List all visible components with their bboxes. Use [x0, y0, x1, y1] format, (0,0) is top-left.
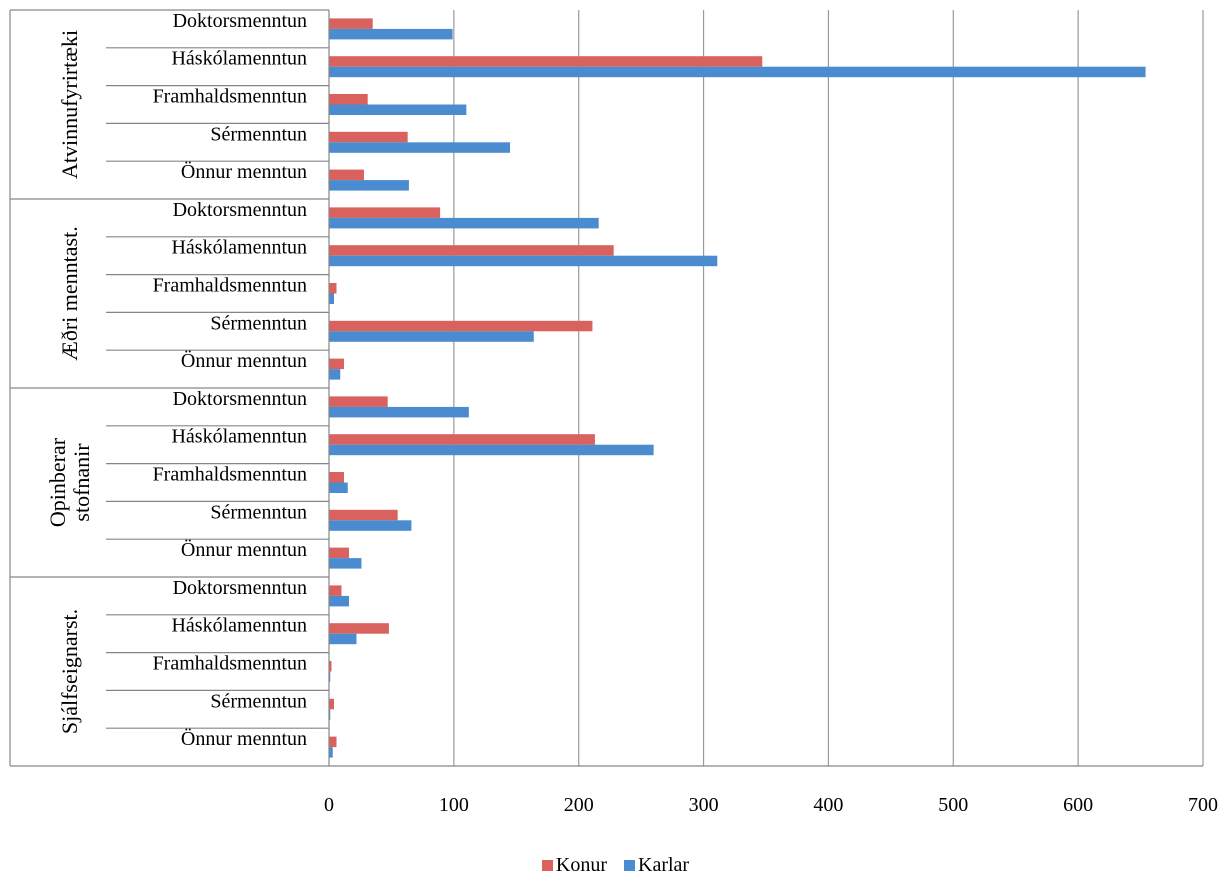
category-label: Doktorsmenntun: [173, 199, 307, 221]
legend: Konur Karlar: [0, 854, 1231, 877]
category-label: Doktorsmenntun: [173, 10, 307, 32]
bar-konur: [329, 472, 344, 483]
bar-karlar: [329, 331, 534, 342]
bar-karlar: [329, 747, 333, 758]
category-label: Sérmenntun: [210, 501, 307, 523]
bar-karlar: [329, 444, 654, 456]
bar-karlar: [329, 709, 331, 720]
bar-karlar: [329, 255, 718, 267]
legend-label-konur: Konur: [555, 854, 608, 876]
category-label: Önnur menntun: [181, 349, 307, 372]
bar-konur: [329, 131, 408, 143]
x-tick-label-0: 0: [324, 794, 334, 816]
bar-konur: [329, 169, 364, 181]
bar-konur: [329, 207, 441, 218]
category-label: Sérmenntun: [210, 690, 307, 712]
group-label: stofnanir: [69, 443, 94, 522]
legend-swatch-karlar: [624, 860, 636, 871]
x-tick-label-600: 600: [1063, 794, 1093, 816]
bars: [329, 18, 1146, 758]
bar-karlar: [329, 671, 331, 682]
bar-konur: [329, 698, 334, 710]
bar-konur: [329, 736, 337, 748]
x-tick-label-300: 300: [689, 794, 719, 816]
bar-konur: [329, 434, 595, 445]
legend-item-konur: Konur: [541, 854, 608, 877]
bar-konur: [329, 547, 349, 559]
bar-karlar: [329, 595, 349, 607]
category-label: Framhaldsmenntun: [153, 464, 307, 486]
bar-konur: [329, 245, 614, 256]
bar-karlar: [329, 66, 1146, 78]
bar-karlar: [329, 369, 341, 380]
category-label: Doktorsmenntun: [173, 577, 307, 599]
group-label: Æðri menntast.: [57, 226, 82, 360]
bar-karlar: [329, 406, 469, 418]
bar-karlar: [329, 28, 453, 40]
category-label: Önnur menntun: [181, 538, 307, 561]
bar-konur: [329, 396, 388, 407]
legend-label-karlar: Karlar: [638, 854, 690, 876]
bar-karlar: [329, 217, 599, 229]
bar-konur: [329, 661, 332, 672]
group-label: Sjálfseignarst.: [57, 609, 82, 734]
bar-konur: [329, 585, 342, 596]
category-label: Háskólamenntun: [171, 615, 307, 637]
category-label: Önnur menntun: [181, 160, 307, 183]
legend-swatch-konur: [541, 860, 553, 871]
bar-konur: [329, 358, 344, 370]
bar-karlar: [329, 104, 467, 115]
bar-karlar: [329, 482, 348, 493]
bar-konur: [329, 94, 368, 105]
x-tick-label-200: 200: [564, 794, 594, 816]
category-label: Háskólamenntun: [171, 48, 307, 70]
labels: 0 100 200 300 400 500 600 700 Doktorsmenntun Hásk…: [45, 10, 1218, 816]
bar-karlar: [329, 520, 412, 531]
category-label: Framhaldsmenntun: [153, 86, 307, 108]
gridlines: [453, 10, 1204, 766]
x-tick-label-500: 500: [938, 794, 968, 816]
x-tick-label-700: 700: [1188, 794, 1218, 816]
category-label: Framhaldsmenntun: [153, 275, 307, 297]
axes: [9, 9, 1203, 767]
bar-konur: [329, 18, 373, 29]
x-tick-label-400: 400: [813, 794, 843, 816]
category-label: Önnur menntun: [181, 727, 307, 750]
bar-konur: [329, 56, 763, 67]
bar-konur: [329, 509, 398, 521]
bar-konur: [329, 320, 593, 332]
group-label: Opinberar: [45, 437, 70, 527]
legend-item-karlar: Karlar: [624, 854, 689, 877]
category-label: Framhaldsmenntun: [153, 653, 307, 675]
bar-karlar: [329, 293, 334, 304]
category-label: Sérmenntun: [210, 312, 307, 334]
bar-karlar: [329, 142, 511, 153]
group-label: Atvinnufyrirtæki: [57, 30, 82, 179]
bar-karlar: [329, 558, 362, 569]
category-label: Sérmenntun: [210, 123, 307, 145]
bar-karlar: [329, 633, 357, 645]
bar-konur: [329, 623, 389, 634]
x-tick-label-100: 100: [439, 794, 469, 816]
category-label: Háskólamenntun: [171, 426, 307, 448]
bar-karlar: [329, 180, 409, 191]
category-label: Doktorsmenntun: [173, 388, 307, 410]
bar-konur: [329, 283, 337, 294]
category-label: Háskólamenntun: [171, 237, 307, 259]
